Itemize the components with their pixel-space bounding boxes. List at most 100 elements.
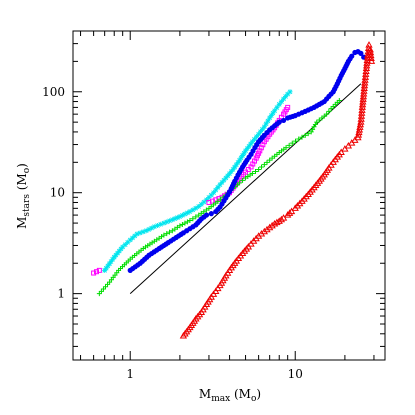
data-point-triangle <box>365 41 373 48</box>
x-tick-label: 1 <box>126 367 134 381</box>
data-point-plus <box>190 216 196 222</box>
y-axis-label-unit-open: (M <box>15 173 29 194</box>
data-point-star <box>249 139 255 145</box>
data-point-star <box>263 121 269 127</box>
y-axis-label-unit-sub: o <box>22 168 32 173</box>
data-point-star <box>283 93 289 99</box>
data-point-plus <box>308 129 314 135</box>
data-point-triangle <box>367 51 375 59</box>
data-point-triangle <box>285 209 294 216</box>
data-point-square <box>96 267 102 273</box>
data-point-plus <box>305 131 311 137</box>
data-point-plus <box>182 220 188 226</box>
data-point-star <box>272 108 278 114</box>
data-point-star <box>167 218 173 224</box>
data-point-star <box>187 209 193 215</box>
x-axis-label-sub: max <box>211 394 230 404</box>
data-point-star <box>258 129 264 135</box>
data-point-star <box>261 124 267 130</box>
data-point-circle <box>349 53 355 59</box>
data-point-circle <box>276 119 282 125</box>
data-point-plus <box>299 134 305 140</box>
data-point-plus <box>293 138 299 144</box>
data-point-plus <box>184 219 190 225</box>
x-axis-label-unit-sub: o <box>251 394 256 404</box>
data-point-square <box>91 270 97 276</box>
data-point-star <box>221 177 227 183</box>
data-point-triangle <box>287 207 296 215</box>
y-axis-label-unit-close: ) <box>15 163 29 168</box>
data-point-star <box>177 214 183 220</box>
data-point-plus <box>264 159 270 165</box>
data-point-triangle <box>279 214 288 221</box>
data-point-star <box>235 159 241 165</box>
data-point-triangle <box>275 217 283 224</box>
data-point-circle <box>280 117 287 124</box>
data-point-plus <box>261 162 267 168</box>
y-tick-label: 1 <box>57 287 65 301</box>
data-point-star <box>164 219 170 225</box>
data-point-plus <box>256 166 262 172</box>
data-point-star <box>267 115 273 121</box>
data-point-star <box>179 212 185 218</box>
data-point-plus <box>172 226 178 232</box>
data-point-star <box>211 190 217 196</box>
data-point-square <box>209 198 215 204</box>
data-point-plus <box>187 218 193 224</box>
data-point-star <box>254 134 260 140</box>
data-point-star <box>155 223 161 229</box>
data-point-star <box>201 199 207 205</box>
data-point-square <box>93 269 99 275</box>
data-point-star <box>241 150 247 156</box>
data-point-plus <box>164 231 170 237</box>
data-point-triangle <box>268 221 276 229</box>
data-point-square <box>243 169 249 175</box>
x-axis-label-main: M <box>199 387 211 401</box>
data-point-plus <box>302 132 308 138</box>
data-point-star <box>232 164 238 170</box>
data-point-plus <box>174 224 180 230</box>
tick-labels: 1 10 1 10 100 <box>42 85 303 381</box>
data-point-star <box>169 217 175 223</box>
data-point-star <box>190 207 196 213</box>
data-point-triangle <box>266 223 274 231</box>
data-point-triangle <box>367 54 375 62</box>
data-point-star <box>125 239 131 245</box>
reference-line <box>129 83 362 294</box>
data-point-square <box>206 199 212 205</box>
y-axis-label: Mstars (Mo) <box>15 163 32 229</box>
data-point-star <box>132 233 138 239</box>
data-point-triangle <box>277 215 286 223</box>
data-point-star <box>278 99 284 105</box>
data-point-star <box>158 221 164 227</box>
data-point-star <box>215 184 221 190</box>
data-point-star <box>122 242 128 248</box>
data-point-star <box>127 237 133 243</box>
data-point-plus <box>177 223 183 229</box>
data-point-star <box>137 230 143 236</box>
data-point-plus <box>253 168 259 174</box>
data-point-plus <box>193 214 199 220</box>
data-point-star <box>238 155 244 161</box>
data-point-plus <box>215 198 221 204</box>
data-point-triangle <box>337 148 345 156</box>
data-point-star <box>217 182 223 188</box>
data-point-star <box>198 201 204 207</box>
x-axis-label: Mmax (Mo) <box>199 387 261 404</box>
data-point-plus <box>249 170 255 176</box>
data-point-star <box>213 187 219 193</box>
data-point-star <box>172 216 178 222</box>
data-point-star <box>120 244 126 250</box>
data-points <box>91 41 376 339</box>
reference-line-segment <box>129 83 362 294</box>
data-point-star <box>240 152 246 158</box>
data-point-star <box>274 105 280 111</box>
data-point-plus <box>169 228 175 234</box>
data-point-plus <box>179 221 185 227</box>
plot-frame <box>72 30 386 361</box>
data-point-star <box>161 220 167 226</box>
x-axis-label-unit-close: ) <box>256 387 261 401</box>
data-point-star <box>256 131 262 137</box>
data-point-plus <box>314 119 320 125</box>
data-point-plus <box>289 140 295 146</box>
